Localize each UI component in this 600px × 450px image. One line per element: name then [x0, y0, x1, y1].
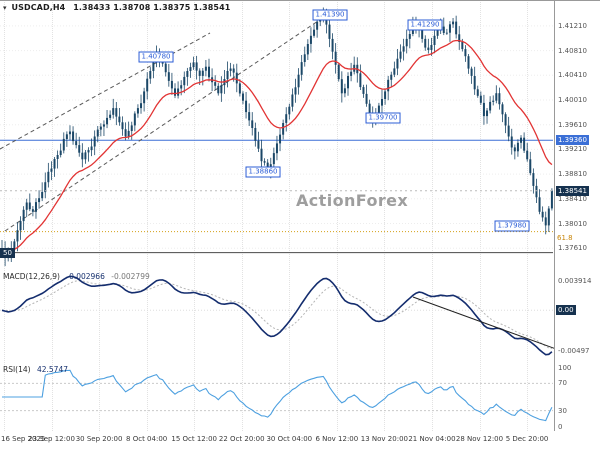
- time-axis-label: 5 Dec 20:00: [505, 435, 549, 443]
- rsi-axis-label: 100: [558, 364, 572, 372]
- price-annotation[interactable]: 1.37980: [494, 220, 530, 232]
- macd-value-main: -0.002966: [66, 272, 105, 281]
- grid-line-vertical: [527, 0, 529, 431]
- rsi-panel-label: RSI(14) 42.5747: [3, 365, 68, 374]
- grid-line-vertical: [479, 0, 481, 431]
- rsi-panel-canvas[interactable]: [0, 363, 554, 431]
- price-axis-line: [554, 0, 555, 431]
- time-axis-label: 30 Oct 04:00: [266, 435, 313, 443]
- macd-trendline[interactable]: [412, 296, 554, 349]
- grid-line-vertical: [99, 0, 101, 431]
- moving-average-line: [1, 39, 553, 252]
- rsi-axis-label: 0: [558, 423, 563, 431]
- chart-menu-icon[interactable]: ▾: [3, 4, 7, 12]
- time-axis-label: 30 Sep 20:00: [75, 435, 123, 443]
- grid-line-vertical: [194, 0, 196, 431]
- candlesticks: [1, 7, 553, 267]
- macd-panel-label: MACD(12,26,9) -0.002966 -0.002799: [3, 272, 150, 281]
- left-level-price-box: 50: [0, 247, 15, 258]
- symbol-period-label: USDCAD,H4: [11, 3, 66, 12]
- rsi-name: RSI(14): [3, 365, 31, 374]
- price-axis-tick: 1.40810: [558, 46, 587, 55]
- main-chart-canvas[interactable]: [0, 0, 554, 268]
- grid-line-vertical: [51, 0, 53, 431]
- watermark: ActionForex: [296, 191, 409, 210]
- time-axis-label: 21 Nov 04:00: [408, 435, 456, 443]
- time-axis-label: 8 Oct 04:00: [126, 435, 168, 443]
- trendline[interactable]: [4, 8, 337, 232]
- macd-axis-label: 0.003914: [558, 277, 592, 285]
- level-price-box: 1.39360: [556, 135, 589, 146]
- macd-axis-label: -0.00497: [558, 347, 590, 355]
- price-annotation[interactable]: 1.41390: [312, 9, 348, 21]
- macd-zero-box: 0.00: [556, 305, 576, 316]
- time-axis-label: 22 Oct 20:00: [218, 435, 265, 443]
- macd-name: MACD(12,26,9): [3, 272, 60, 281]
- time-axis-label: 15 Oct 12:00: [171, 435, 217, 443]
- price-axis-tick: 1.38410: [558, 194, 587, 203]
- price-axis-tick: 1.40010: [558, 96, 587, 105]
- macd-main-line: [1, 275, 553, 356]
- grid-line-vertical: [336, 0, 338, 431]
- trendline[interactable]: [0, 32, 211, 150]
- price-axis-tick: 1.37610: [558, 244, 587, 253]
- chart-title: ▾ USDCAD,H4 1.38433 1.38708 1.38375 1.38…: [3, 3, 230, 12]
- grid-line-vertical: [384, 0, 386, 431]
- price-axis-tick: 1.39610: [558, 120, 587, 129]
- grid-line-vertical: [241, 0, 243, 431]
- price-axis-tick: 1.40410: [558, 71, 587, 80]
- time-axis-label: 23 Sep 12:00: [28, 435, 75, 443]
- grid-line-vertical: [289, 0, 291, 431]
- fib-level-label: 61.8: [557, 233, 573, 242]
- current-price-box: 1.38541: [556, 185, 589, 196]
- time-axis-label: 28 Nov 12:00: [455, 435, 504, 443]
- price-annotation[interactable]: 1.39700: [365, 112, 401, 124]
- price-axis-tick: 1.39210: [558, 145, 587, 154]
- time-axis-label: 16 Sep 2025: [1, 435, 46, 443]
- macd-value-signal: -0.002799: [111, 272, 150, 281]
- price-annotation[interactable]: 1.38860: [245, 166, 281, 178]
- time-axis-line: [0, 0, 600, 1]
- time-axis-label: 6 Nov 12:00: [315, 435, 359, 443]
- rsi-value: 42.5747: [36, 365, 68, 374]
- price-axis-tick: 1.41210: [558, 21, 587, 30]
- price-axis-tick: 1.38810: [558, 170, 587, 179]
- macd-panel-canvas[interactable]: [0, 270, 554, 361]
- grid-line-vertical: [431, 0, 433, 431]
- grid-line-vertical: [4, 0, 5, 431]
- grid-line-vertical: [146, 0, 148, 431]
- price-axis-tick: 1.38010: [558, 219, 587, 228]
- rsi-axis-label: 30: [558, 406, 567, 415]
- price-annotation[interactable]: 1.41290: [407, 19, 443, 31]
- ohlc-values: 1.38433 1.38708 1.38375 1.38541: [73, 3, 231, 12]
- macd-signal-line: [1, 280, 553, 350]
- rsi-line: [2, 369, 553, 422]
- rsi-axis-label: 70: [558, 379, 567, 388]
- time-axis-label: 13 Nov 20:00: [360, 435, 408, 443]
- price-annotation[interactable]: 1.40780: [138, 51, 174, 63]
